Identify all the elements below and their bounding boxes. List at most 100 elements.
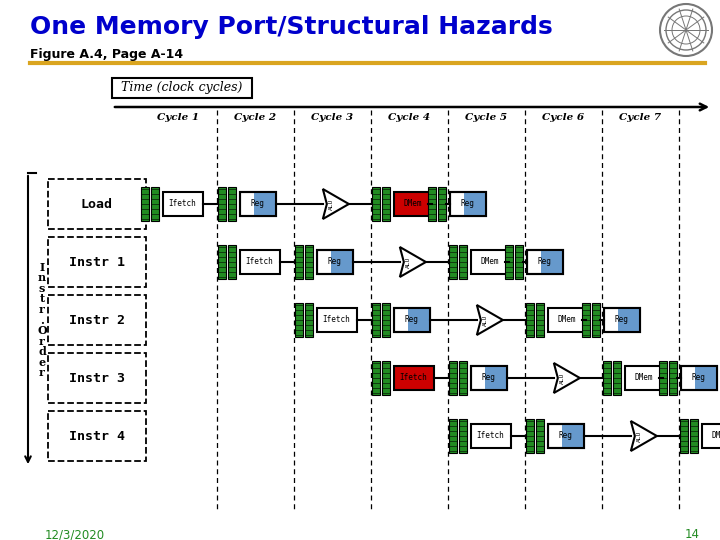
Bar (690, 419, 698, 453)
Bar (240, 192, 276, 216)
Text: Reg: Reg (692, 374, 706, 382)
Bar (547, 308, 585, 332)
Text: Reg: Reg (559, 431, 572, 441)
Bar (459, 245, 467, 279)
Text: Time (clock cycles): Time (clock cycles) (121, 82, 243, 94)
Bar (228, 187, 235, 221)
Text: Cycle 3: Cycle 3 (311, 113, 353, 122)
Text: Load: Load (81, 198, 113, 211)
Bar (449, 361, 456, 395)
Text: DMem: DMem (557, 315, 576, 325)
Bar (372, 303, 379, 337)
Text: Reg: Reg (251, 199, 264, 208)
Text: Figure A.4, Page A-14: Figure A.4, Page A-14 (30, 48, 183, 61)
Bar (562, 424, 583, 448)
Text: Ifetch: Ifetch (168, 199, 197, 208)
Text: Reg: Reg (328, 258, 341, 267)
Text: Reg: Reg (615, 315, 629, 325)
Bar (48, 179, 146, 229)
Polygon shape (400, 247, 426, 277)
Bar (526, 303, 534, 337)
Text: Cycle 5: Cycle 5 (465, 113, 507, 122)
Bar (228, 245, 235, 279)
Bar (485, 366, 506, 390)
Bar (470, 366, 506, 390)
Bar (449, 419, 456, 453)
Bar (372, 187, 379, 221)
Text: Instr 3: Instr 3 (69, 372, 125, 384)
Text: Cycle 6: Cycle 6 (542, 113, 584, 122)
Bar (140, 187, 148, 221)
Bar (701, 424, 720, 448)
Text: Ifetch: Ifetch (246, 258, 274, 267)
Bar (464, 192, 485, 216)
Bar (331, 250, 353, 274)
Bar (394, 308, 430, 332)
Bar (526, 419, 534, 453)
Text: Reg: Reg (461, 199, 474, 208)
Bar (526, 250, 562, 274)
Bar (240, 192, 276, 216)
Bar (536, 303, 544, 337)
Text: ALU: ALU (560, 373, 565, 383)
Bar (449, 192, 485, 216)
Bar (680, 419, 688, 453)
Bar (582, 303, 590, 337)
Bar (305, 245, 312, 279)
Text: Ifetch: Ifetch (477, 431, 505, 441)
Bar (449, 245, 456, 279)
Text: Instr 2: Instr 2 (69, 314, 125, 327)
Bar (603, 308, 639, 332)
Polygon shape (631, 421, 657, 451)
Bar (394, 308, 430, 332)
Bar (150, 187, 158, 221)
Bar (547, 424, 583, 448)
Bar (547, 424, 583, 448)
Bar (470, 366, 506, 390)
Bar (618, 308, 639, 332)
Bar (526, 250, 562, 274)
Text: Cycle 4: Cycle 4 (388, 113, 430, 122)
Bar (294, 245, 302, 279)
Bar (372, 361, 379, 395)
Text: Cycle 1: Cycle 1 (157, 113, 199, 122)
Bar (470, 424, 510, 448)
Text: Reg: Reg (405, 315, 418, 325)
Text: 14: 14 (685, 528, 700, 540)
Bar (217, 245, 225, 279)
Text: ALU: ALU (483, 314, 488, 326)
Bar (254, 192, 276, 216)
Text: One Memory Port/Structural Hazards: One Memory Port/Structural Hazards (30, 15, 553, 39)
Bar (515, 245, 523, 279)
Bar (48, 411, 146, 461)
Text: Ifetch: Ifetch (400, 374, 428, 382)
Bar (382, 303, 390, 337)
Bar (613, 361, 621, 395)
Bar (240, 250, 279, 274)
Polygon shape (554, 363, 580, 393)
Text: Reg: Reg (538, 258, 552, 267)
Text: DMem: DMem (634, 374, 653, 382)
Bar (294, 303, 302, 337)
Text: I
n
s
t
r
.
O
r
d
e
r: I n s t r . O r d e r (37, 262, 47, 378)
Bar (695, 366, 716, 390)
Bar (163, 192, 202, 216)
Bar (459, 419, 467, 453)
Bar (438, 187, 446, 221)
Bar (48, 353, 146, 403)
Bar (680, 366, 716, 390)
Bar (624, 366, 662, 390)
Bar (536, 419, 544, 453)
Bar (603, 308, 639, 332)
Text: DMem: DMem (403, 199, 422, 208)
Bar (459, 361, 467, 395)
Bar (541, 250, 562, 274)
Bar (394, 192, 431, 216)
Bar (317, 250, 353, 274)
Polygon shape (323, 189, 349, 219)
Text: Cycle 2: Cycle 2 (234, 113, 276, 122)
Bar (668, 361, 677, 395)
Bar (305, 303, 312, 337)
Bar (428, 187, 436, 221)
Text: 12/3/2020: 12/3/2020 (45, 528, 105, 540)
